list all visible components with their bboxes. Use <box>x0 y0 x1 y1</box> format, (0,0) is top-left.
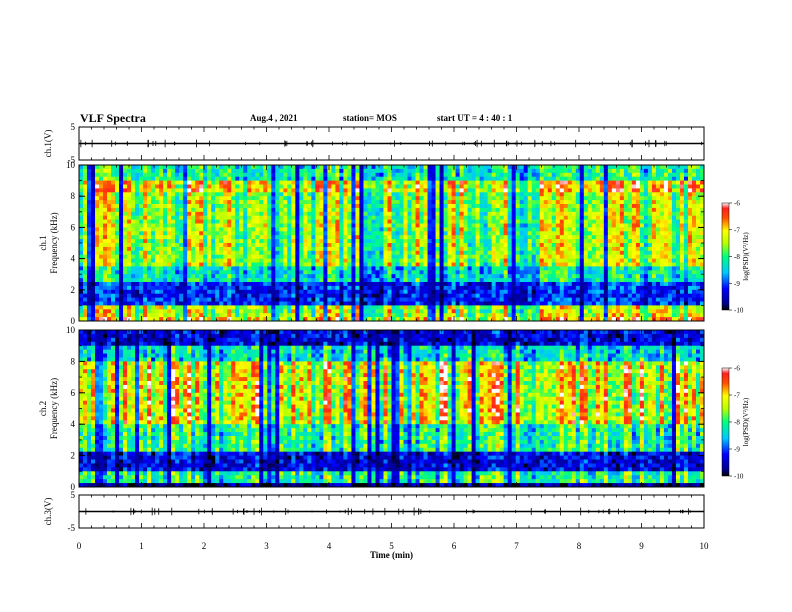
x-tick-label: 1 <box>139 541 144 551</box>
date-label: Aug.4 , 2021 <box>250 113 298 123</box>
start-time-label: start UT = 4 : 40 : 1 <box>437 113 513 123</box>
y-tick-label: 10 <box>66 325 76 335</box>
y-tick-label: 8 <box>71 191 76 201</box>
y-tick-label: 0 <box>71 482 76 492</box>
colorbar-tick-label: -9 <box>734 446 740 454</box>
x-tick-label: 0 <box>77 541 82 551</box>
colorbar-tick-label: -9 <box>734 280 740 288</box>
y-axis-label: ch.3(V) <box>43 498 53 526</box>
panel-frame <box>78 126 705 161</box>
y-tick-label: 6 <box>71 388 76 398</box>
spectrogram-cells-ch1 <box>79 165 705 322</box>
waveform-spikes-ch3 <box>85 507 691 516</box>
colorbar-ch2 <box>721 367 730 477</box>
y-axis-label: ch.1(V) <box>43 130 53 158</box>
colorbar-tick-label: -10 <box>734 473 744 481</box>
waveform-spikes-ch1 <box>78 139 703 148</box>
y-tick-label: 5 <box>71 490 76 500</box>
colorbar-ch1 <box>721 202 730 311</box>
station-label: station= MOS <box>343 113 397 123</box>
x-tick-label: 6 <box>452 541 457 551</box>
y-tick-label: 10 <box>66 160 76 170</box>
colorbar-tick-label: -8 <box>734 253 740 261</box>
colorbar-tick-label: -7 <box>734 392 740 400</box>
x-tick-label: 3 <box>264 541 269 551</box>
colorbar-tick-label: -6 <box>734 365 740 373</box>
y-tick-label: 8 <box>71 356 76 366</box>
panel-frame <box>78 494 705 529</box>
panel-frame <box>78 329 705 488</box>
colorbar-tick-label: -7 <box>734 226 740 234</box>
y-tick-label: 4 <box>71 254 76 264</box>
y-tick-label: 5 <box>71 122 76 132</box>
y-tick-label: 6 <box>71 222 76 232</box>
x-tick-label: 5 <box>389 541 394 551</box>
spectrogram-cells-ch2 <box>79 330 705 488</box>
y-tick-label: 0 <box>71 316 76 326</box>
panel-frame <box>78 164 705 322</box>
y-axis-label-channel: ch.2 <box>38 401 48 416</box>
x-axis-label: Time (min) <box>370 550 413 560</box>
x-tick-label: 4 <box>327 541 332 551</box>
x-tick-label: 7 <box>514 541 519 551</box>
y-axis-label-frequency: Frequency (kHz) <box>49 378 59 439</box>
colorbar-tick-label: -10 <box>734 307 744 315</box>
y-tick-label: 4 <box>71 419 76 429</box>
y-tick-label: -5 <box>68 155 76 165</box>
y-tick-label: -5 <box>68 523 76 533</box>
y-tick-label: 2 <box>71 285 76 295</box>
x-tick-label: 8 <box>577 541 582 551</box>
colorbar-tick-label: -8 <box>734 419 740 427</box>
y-axis-label-channel: ch.1 <box>38 235 48 250</box>
chart-title: VLF Spectra <box>80 111 146 125</box>
x-tick-label: 10 <box>700 541 710 551</box>
colorbar-tick-label: -6 <box>734 200 740 208</box>
y-tick-label: 2 <box>71 451 76 461</box>
colorbar-label: log(PSD)(V²/Hz) <box>742 397 750 446</box>
colorbar-label: log(PSD)(V²/Hz) <box>742 232 750 281</box>
x-tick-label: 2 <box>202 541 207 551</box>
x-tick-label: 9 <box>639 541 644 551</box>
y-axis-label-frequency: Frequency (kHz) <box>49 212 59 273</box>
